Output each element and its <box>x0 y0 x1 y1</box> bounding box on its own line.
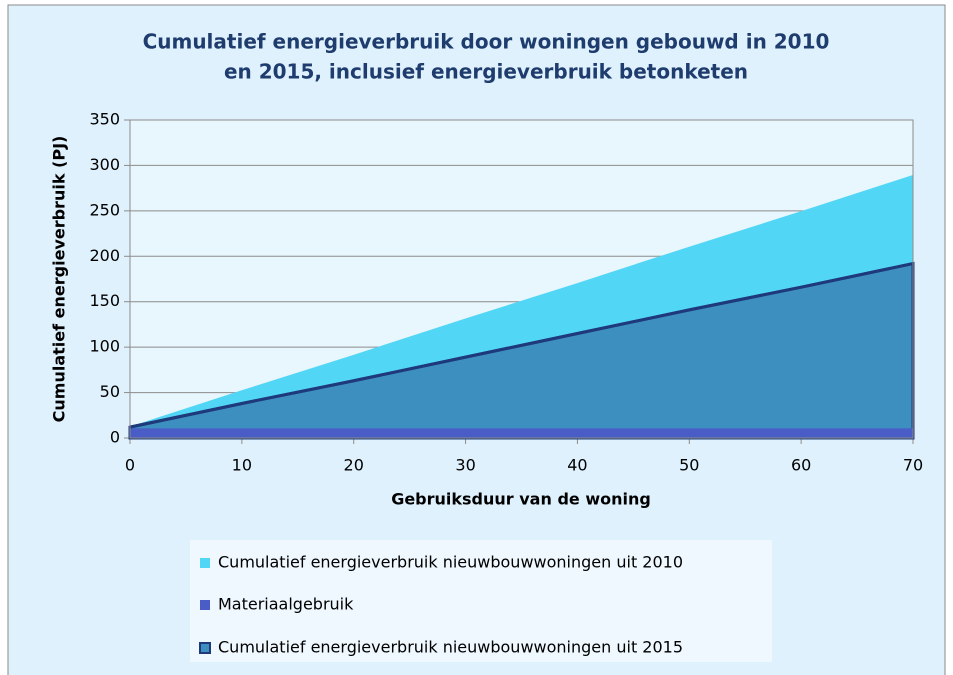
chart-subtitle: en 2015, inclusief energieverbruik beton… <box>224 60 748 84</box>
x-tick-label: 0 <box>125 456 135 475</box>
x-tick-label: 70 <box>903 456 923 475</box>
legend-label: Cumulatief energieverbruik nieuwbouwwoni… <box>218 553 683 572</box>
y-tick-label: 100 <box>89 337 120 356</box>
chart-title: Cumulatief energieverbruik door woningen… <box>143 30 830 54</box>
x-tick-label: 40 <box>567 456 587 475</box>
x-tick-label: 20 <box>344 456 364 475</box>
area-fill <box>130 428 913 438</box>
area-line <box>129 174 914 428</box>
y-tick-label: 200 <box>89 246 120 265</box>
plot-border <box>129 119 914 439</box>
y-tick-label: 50 <box>100 382 120 401</box>
y-axis-title: Cumulatief energieverbruik (PJ) <box>50 136 69 423</box>
y-tick-label: 250 <box>89 200 120 219</box>
y-tick-label: 350 <box>89 110 120 129</box>
x-axis-title: Gebruiksduur van de woning <box>391 490 651 509</box>
legend <box>190 540 772 662</box>
y-tick-label: 300 <box>89 155 120 174</box>
legend-label: Cumulatief energieverbruik nieuwbouwwoni… <box>218 638 683 657</box>
x-tick-label: 60 <box>791 456 811 475</box>
x-tick-label: 10 <box>232 456 252 475</box>
y-tick-label: 0 <box>110 428 120 447</box>
legend-marker <box>199 642 211 654</box>
legend-label: Materiaalgebruik <box>218 595 354 614</box>
y-tick-label: 150 <box>89 291 120 310</box>
area-line <box>129 262 914 429</box>
x-tick-label: 50 <box>679 456 699 475</box>
legend-marker <box>200 558 210 568</box>
x-tick-label: 30 <box>455 456 475 475</box>
legend-marker <box>200 600 210 610</box>
